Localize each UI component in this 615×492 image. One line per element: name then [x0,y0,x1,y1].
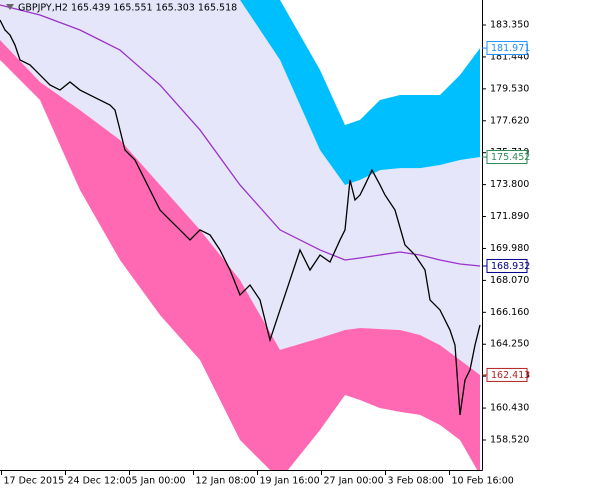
price-marker-label: 162.413 [491,370,530,381]
y-tick-label: 181.440 [490,51,529,62]
x-tick-label: 12 Jan 08:00 [196,476,256,487]
y-tick-label: 169.980 [490,243,529,254]
middle-band [0,0,480,375]
y-tick-label: 160.430 [490,403,529,414]
y-tick-label: 183.350 [490,20,529,31]
y-tick-label: 166.160 [490,307,529,318]
x-tick-label: 19 Jan 16:00 [260,476,320,487]
y-tick-label: 179.530 [490,83,529,94]
lower-band [0,40,480,470]
price-marker-label: 168.932 [491,261,530,272]
upper-band [240,0,480,185]
x-tick-label: 3 Feb 08:00 [388,476,444,487]
x-tick-label: 27 Jan 00:00 [324,476,384,487]
y-tick-label: 164.250 [490,339,529,350]
collapse-icon[interactable] [6,4,14,10]
y-tick-label: 173.800 [490,179,529,190]
y-tick-label: 177.620 [490,115,529,126]
y-tick-label: 171.890 [490,211,529,222]
series-line [0,19,481,416]
x-tick-label: 24 Dec 12:00 [68,476,132,487]
price-marker-label: 175.452 [491,152,530,163]
x-tick-label: 10 Feb 16:00 [452,476,514,487]
y-tick-label: 168.070 [490,275,529,286]
price-marker-label: 181.971 [491,43,530,54]
y-tick-label: 158.520 [490,434,529,445]
series-line [0,4,481,267]
chart-title: GBPJPY,H2 165.439 165.551 165.303 165.51… [18,3,237,14]
plot-area [0,0,481,470]
x-tick-label: 17 Dec 2015 [4,476,65,487]
x-tick-label: 5 Jan 00:00 [132,476,186,487]
